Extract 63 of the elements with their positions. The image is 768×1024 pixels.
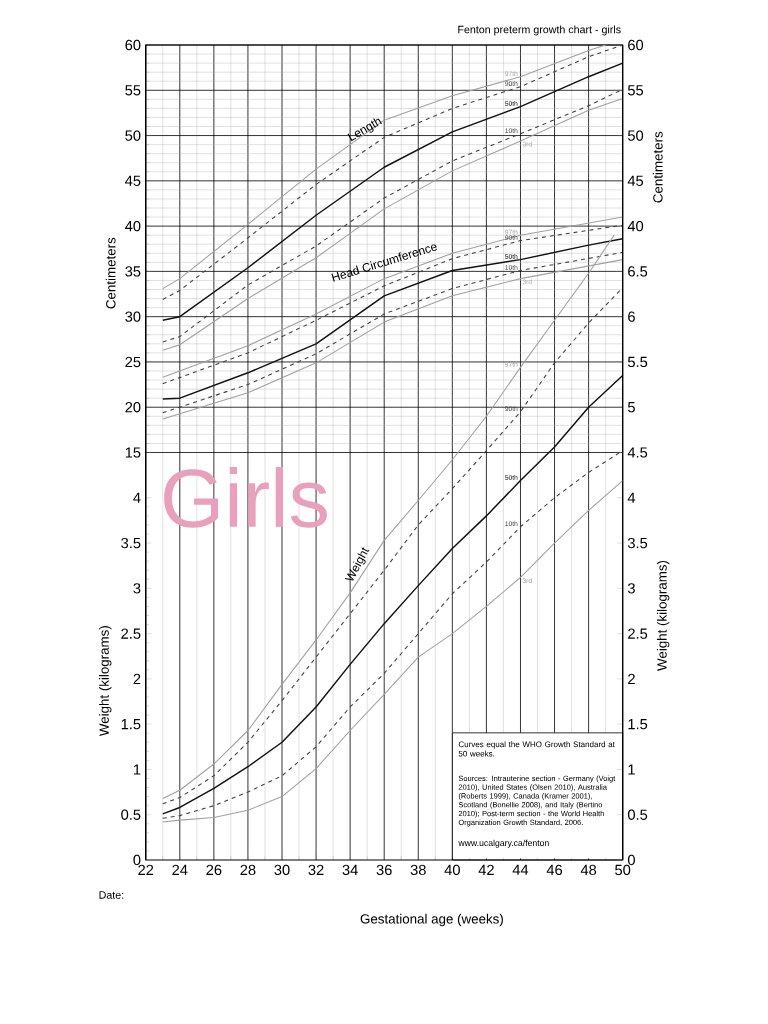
x-tick-label: 38: [410, 864, 426, 876]
y-tick-label: 60: [125, 39, 141, 51]
x-tick-label: 44: [512, 864, 529, 875]
chart-title: Fenton preterm growth chart - girls: [458, 25, 621, 36]
y-tick-label: 40: [125, 220, 141, 232]
y-tick-label: 50: [125, 130, 141, 141]
y2-tick-label: 0: [627, 854, 635, 866]
x-tick-label: 32: [308, 864, 324, 876]
y-axis-title: Weight (kilograms): [99, 626, 112, 737]
x-tick-label: 22: [138, 864, 154, 875]
y-tick-label: 4: [133, 492, 141, 503]
x-axis-title: Gestational age (weeks): [360, 913, 503, 927]
y-tick-label: 1: [133, 764, 141, 775]
x-tick-label: 34: [342, 864, 358, 876]
y2-tick-label: 2.5: [628, 628, 648, 639]
y-tick-label: 3.5: [121, 537, 141, 549]
y2-axis-title: Centimeters: [652, 131, 663, 203]
y2-tick-label: 2: [628, 673, 635, 685]
y-tick-label: 1.5: [121, 719, 141, 730]
y-tick-label: 35: [125, 266, 141, 277]
x-tick-label: 24: [172, 864, 188, 875]
y-tick-label: 2: [133, 673, 141, 685]
y2-axis-title: Weight (kilograms): [656, 560, 670, 671]
y2-tick-label: 55: [627, 85, 644, 96]
x-tick-label: 50: [615, 864, 631, 876]
x-tick-label: 28: [240, 864, 256, 876]
y-tick-label: 45: [125, 175, 141, 186]
y-tick-label: 0.5: [121, 809, 141, 820]
y-tick-label: 0: [133, 854, 141, 866]
x-tick-label: 30: [274, 864, 290, 876]
x-tick-label: 48: [580, 864, 597, 876]
y2-tick-label: 3.5: [627, 537, 648, 549]
x-tick-label: 36: [376, 864, 392, 876]
y-tick-label: 55: [125, 85, 141, 96]
x-tick-label: 40: [444, 864, 460, 876]
y2-tick-label: 5.5: [627, 356, 648, 368]
x-tick-label: 42: [478, 864, 494, 875]
line-series: [162, 238, 624, 400]
y2-tick-label: 3: [627, 583, 635, 594]
annotation: www.ucalgary.ca/fenton: [458, 839, 549, 848]
y2-tick-label: 1.5: [628, 719, 648, 730]
y-axis-title: Centimeters: [105, 237, 116, 309]
y-tick-label: 25: [125, 356, 141, 368]
y-tick-label: 30: [125, 311, 141, 322]
y-tick-label: 2.5: [121, 628, 141, 639]
y2-tick-label: 4.5: [627, 447, 648, 458]
y2-tick-label: 45: [627, 175, 644, 186]
y2-tick-label: 50: [627, 130, 644, 141]
y2-tick-label: 60: [628, 39, 644, 51]
text: Date:: [99, 891, 124, 899]
annotation: Curves equal the WHO Growth Standard at 50 weeks.: [458, 741, 615, 757]
y2-tick-label: 6.5: [628, 266, 648, 277]
y-tick-label: 15: [125, 447, 141, 458]
y2-tick-label: 4: [627, 492, 636, 503]
y2-tick-label: 1: [628, 764, 635, 775]
y2-tick-label: 5: [627, 402, 635, 413]
x-tick-label: 46: [546, 864, 563, 876]
y-tick-label: 20: [125, 402, 141, 413]
y2-tick-label: 40: [627, 220, 644, 232]
y-tick-label: 3: [133, 583, 141, 594]
x-tick-label: 26: [206, 864, 222, 876]
y2-tick-label: 6: [628, 311, 635, 322]
y2-tick-label: 0.5: [627, 809, 648, 820]
